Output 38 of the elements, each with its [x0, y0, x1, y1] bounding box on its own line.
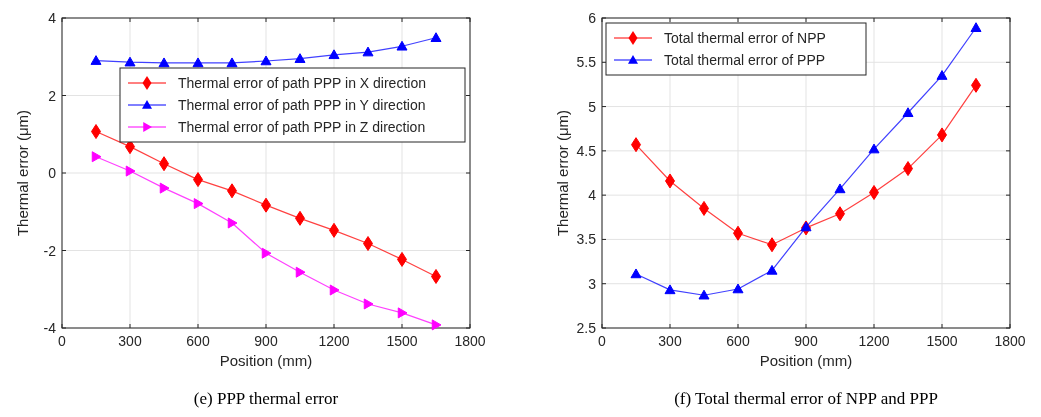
y-tick-label: 4 — [588, 187, 597, 204]
x-tick-label: 1200 — [318, 333, 350, 349]
y-tick-label: 3.5 — [576, 231, 597, 248]
legend-label: Thermal error of path PPP in Z direction — [178, 119, 426, 135]
y-tick-label: 5 — [588, 98, 597, 115]
x-tick-label: 900 — [254, 333, 278, 349]
y-tick-label: 6 — [588, 10, 597, 26]
x-tick-label: 1500 — [386, 333, 418, 349]
legend-label: Thermal error of path PPP in Y direction — [178, 97, 426, 113]
y-tick-label: 2 — [48, 87, 57, 104]
y-tick-label: 4 — [48, 10, 57, 26]
x-tick-label: 300 — [658, 333, 682, 349]
legend-label: Total thermal error of PPP — [664, 52, 826, 68]
legend-label: Thermal error of path PPP in X direction — [178, 75, 426, 91]
x-tick-label: 1800 — [994, 333, 1026, 349]
x-tick-label: 900 — [794, 333, 818, 349]
text: (f) Total thermal error of NPP and PPP — [674, 389, 938, 408]
x-tick-label: 0 — [58, 333, 67, 349]
x-tick-label: 600 — [726, 333, 750, 349]
x-axis-title: Position (mm) — [759, 352, 853, 369]
y-tick-label: 4.5 — [576, 142, 597, 159]
x-tick-label: 0 — [598, 333, 607, 349]
y-tick-label: 0 — [48, 165, 57, 181]
x-tick-label: 1800 — [454, 333, 486, 349]
legend-label: Total thermal error of NPP — [664, 30, 826, 46]
x-tick-label: 600 — [186, 333, 210, 349]
x-tick-label: 1500 — [926, 333, 958, 349]
y-tick-label: 5.5 — [576, 54, 597, 71]
y-tick-label: 2.5 — [576, 320, 597, 336]
y-axis-title: Thermal error (μm) — [554, 109, 571, 237]
text: (e) PPP thermal error — [193, 389, 339, 408]
x-tick-label: 300 — [118, 333, 142, 349]
y-axis-title: Thermal error (μm) — [14, 109, 31, 237]
y-tick-label: -4 — [43, 320, 57, 336]
y-tick-label: -2 — [43, 242, 57, 259]
x-axis-title: Position (mm) — [219, 352, 313, 369]
x-tick-label: 1200 — [858, 333, 890, 349]
y-tick-label: 3 — [588, 275, 597, 292]
